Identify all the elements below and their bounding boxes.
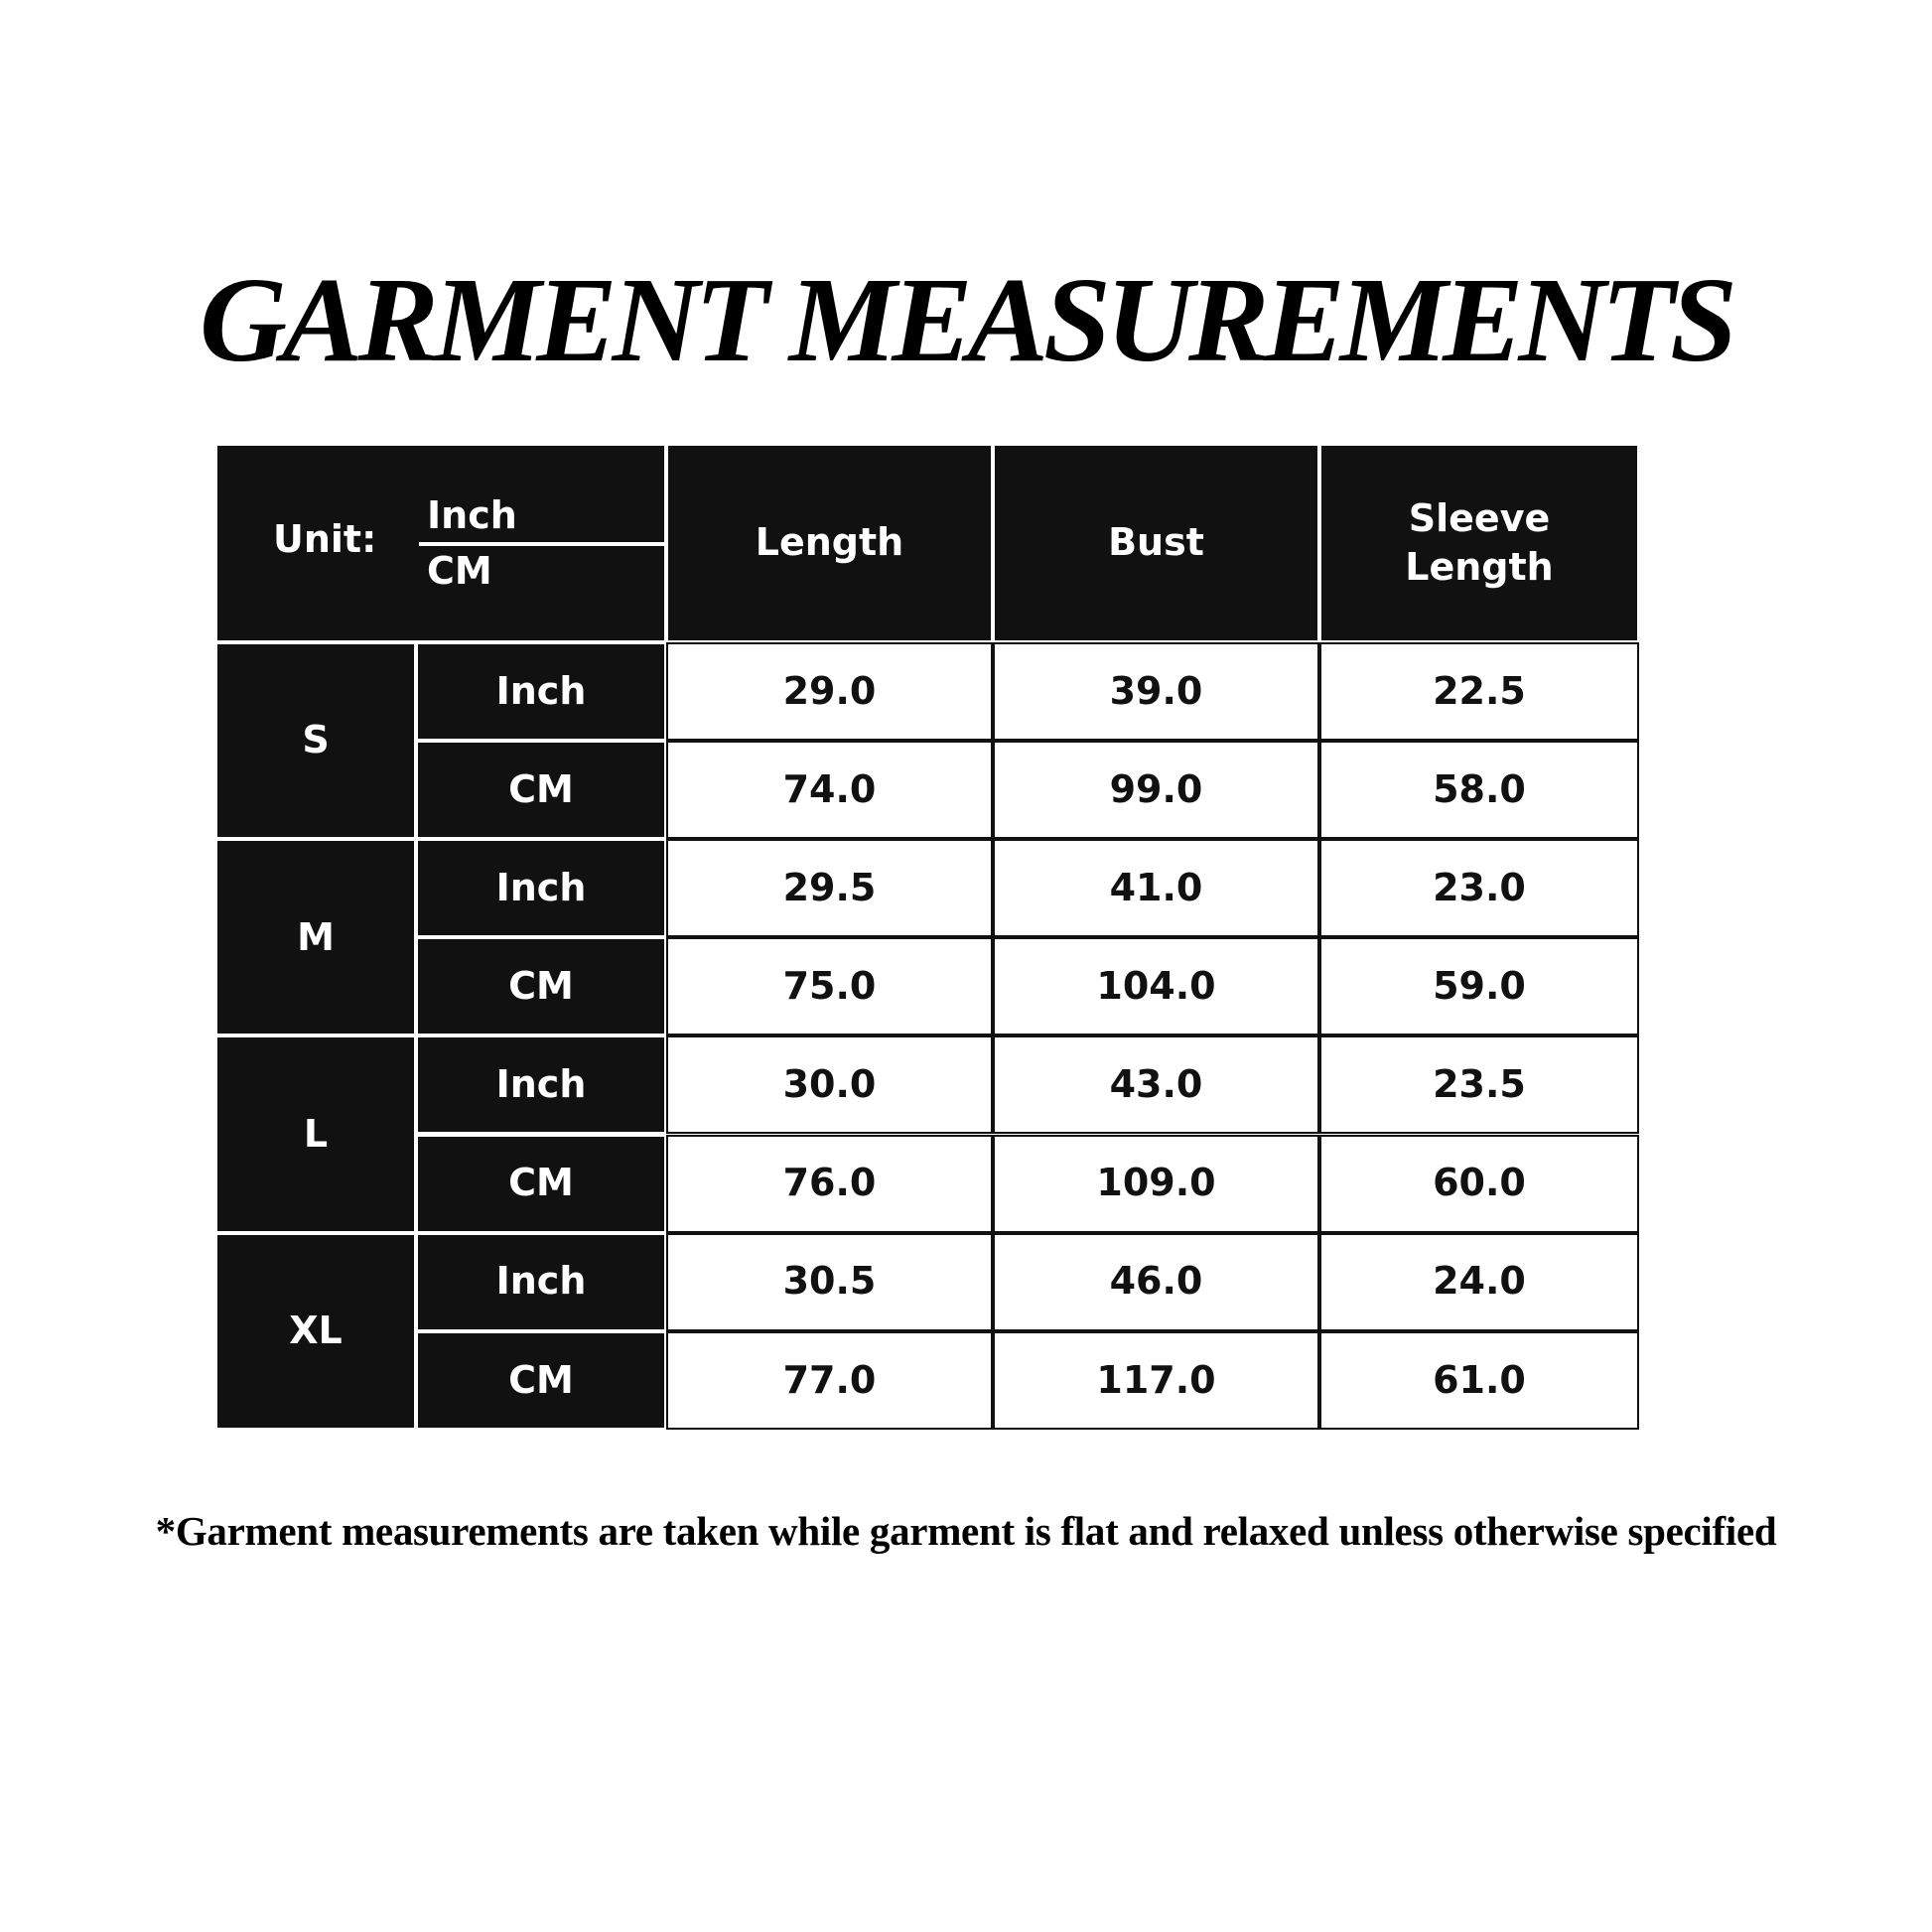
value-cell: 61.0: [1319, 1330, 1639, 1430]
size-label: XL: [215, 1232, 416, 1430]
value-cell: 117.0: [993, 1330, 1319, 1430]
unit-inch-label: Inch: [427, 493, 517, 537]
value-cell: 30.5: [666, 1232, 993, 1331]
value-cell: 74.0: [666, 741, 993, 840]
value-cell: 29.0: [666, 642, 993, 742]
size-label: S: [215, 642, 416, 840]
column-header: Sleeve Length: [1319, 444, 1639, 642]
value-cell: 76.0: [666, 1134, 993, 1233]
value-cell: 24.0: [1319, 1232, 1639, 1331]
footnote: *Garment measurements are taken while ga…: [155, 1508, 1777, 1554]
unit-cm-label: CM: [427, 549, 492, 593]
unit-divider: [419, 542, 668, 546]
unit-label: Inch: [416, 1232, 666, 1331]
value-cell: 60.0: [1319, 1134, 1639, 1233]
size-label: L: [215, 1035, 416, 1233]
value-cell: 46.0: [993, 1232, 1319, 1331]
value-cell: 99.0: [993, 741, 1319, 840]
column-header: Length: [666, 444, 993, 642]
unit-header-cell: Unit: Inch CM: [215, 444, 668, 642]
measurement-table: Unit: Inch CM Length Bust Sleeve Length S In…: [215, 444, 1639, 1430]
value-cell: 75.0: [666, 937, 993, 1036]
value-cell: 23.0: [1319, 839, 1639, 938]
unit-label: Inch: [416, 839, 666, 938]
page-title: GARMENT MEASUREMENTS: [199, 253, 1737, 387]
value-cell: 104.0: [993, 937, 1319, 1036]
unit-label: CM: [416, 937, 666, 1036]
unit-label: CM: [416, 1134, 666, 1233]
column-header: Bust: [993, 444, 1319, 642]
unit-label: Inch: [416, 1035, 666, 1135]
unit-label: CM: [416, 741, 666, 840]
value-cell: 109.0: [993, 1134, 1319, 1233]
value-cell: 77.0: [666, 1330, 993, 1430]
unit-label: CM: [416, 1330, 666, 1430]
unit-label: Inch: [416, 642, 666, 742]
value-cell: 41.0: [993, 839, 1319, 938]
value-cell: 22.5: [1319, 642, 1639, 742]
value-cell: 58.0: [1319, 741, 1639, 840]
value-cell: 39.0: [993, 642, 1319, 742]
size-label: M: [215, 839, 416, 1036]
value-cell: 59.0: [1319, 937, 1639, 1036]
value-cell: 23.5: [1319, 1035, 1639, 1135]
value-cell: 43.0: [993, 1035, 1319, 1135]
value-cell: 29.5: [666, 839, 993, 938]
unit-label: Unit:: [273, 517, 377, 561]
value-cell: 30.0: [666, 1035, 993, 1135]
